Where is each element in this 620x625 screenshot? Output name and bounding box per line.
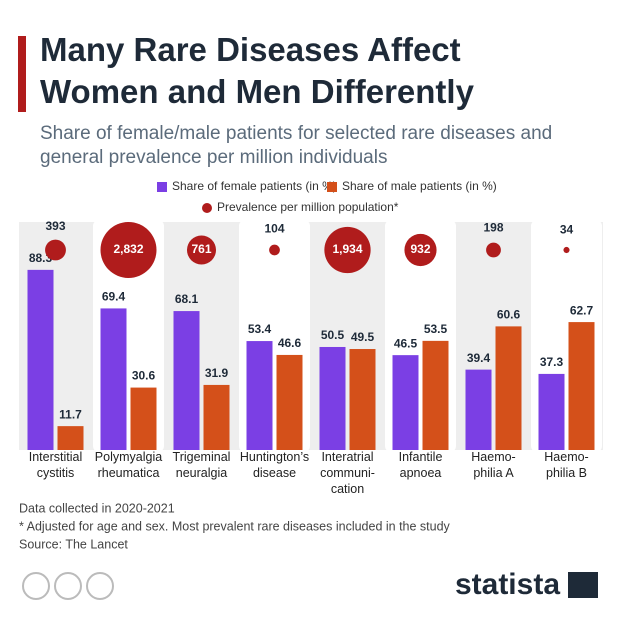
value-label: 11.7 [59,407,82,421]
bar [57,426,84,450]
value-label: 53.5 [424,322,448,336]
footnote: * Adjusted for age and sex. Most prevale… [19,519,451,533]
legend-label: Prevalence per million population* [217,200,399,214]
bubble-label: 34 [560,223,574,237]
bubble [269,244,280,256]
bubble-label: 104 [264,221,284,235]
value-label: 46.5 [394,336,418,350]
bar [392,355,419,450]
chart-title: Many Rare Diseases Affect Women and Men D… [40,31,475,110]
value-label: 46.6 [278,336,302,350]
bar [349,349,376,450]
bar [173,311,200,450]
legend-marker [202,203,212,213]
x-tick-label: Haemo-philia A [471,450,515,480]
x-tick-label: Polymyalgia rheumatica [95,450,162,480]
bubble [404,233,437,267]
legend-marker [157,182,167,192]
value-label: 37.3 [540,355,564,369]
bar [203,384,230,450]
bubble [486,242,501,258]
x-tick-label: Interatrial communi-cation [320,450,375,496]
value-label: 62.7 [570,303,594,317]
bubble-label: 198 [483,220,503,234]
bar [27,269,54,450]
bubble-label: 393 [45,219,65,233]
value-label: 39.4 [467,351,491,365]
by-icon [54,572,82,600]
bar [130,387,157,450]
legend-label: Share of female patients (in %) [172,179,337,193]
bubble-label: 1,934 [332,242,362,256]
title-accent [18,36,26,112]
bar [100,308,127,450]
bubble [45,239,66,261]
value-label: 53.4 [248,322,272,336]
x-tick-label: Infantile apnoea [399,450,443,480]
x-tick-label: Huntington’s disease [240,450,309,480]
value-label: 31.9 [205,366,229,380]
bar [276,354,303,450]
bar [495,326,522,450]
legend-label: Share of male patients (in %) [342,179,497,193]
brand-icon [568,572,598,598]
logo: statista [22,568,598,601]
bubble-label: 761 [191,242,211,256]
value-label: 68.1 [175,292,199,306]
footnote: Data collected in 2020-2021 [19,501,175,515]
value-label: 69.4 [102,290,126,304]
bubble [186,235,217,265]
value-label: 50.5 [321,328,345,342]
bubble-label: 932 [410,242,430,256]
value-label: 30.6 [132,369,156,383]
x-tick-label: Trigeminal neuralgia [173,450,231,480]
x-tick-label: Haemo-philia B [544,450,588,480]
bar [538,373,565,450]
bar [246,341,273,450]
bubble [563,246,570,254]
value-label: 60.6 [497,308,521,322]
value-label: 49.5 [351,330,375,344]
cc-icon [22,572,50,600]
x-tick-label: Interstitial cystitis [29,450,83,480]
bar [465,369,492,450]
nd-icon [86,572,114,600]
bar [319,346,346,450]
legend-marker [327,182,337,192]
bubble-label: 2,832 [113,242,143,256]
bubble [324,226,371,274]
brand: statista [455,568,560,601]
bar [568,322,595,450]
chart-subtitle: Share of female/male patients for select… [40,123,552,168]
bubble [100,222,157,278]
bar [422,340,449,450]
footnote: Source: The Lancet [19,537,128,551]
